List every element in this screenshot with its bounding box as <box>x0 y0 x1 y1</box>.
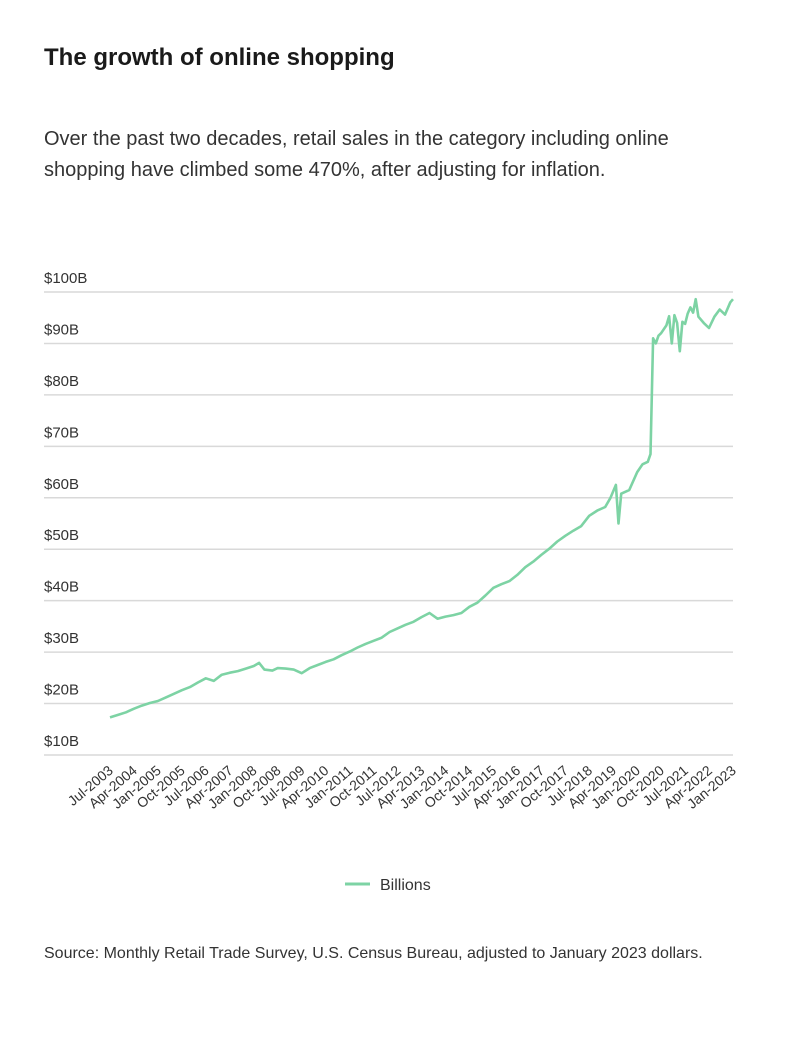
chart-subtitle: Over the past two decades, retail sales … <box>44 128 669 181</box>
y-tick-label: $70B <box>44 424 79 441</box>
y-tick-label: $100B <box>44 270 87 287</box>
series-line-billions <box>109 297 734 719</box>
y-tick-label: $30B <box>44 630 79 647</box>
y-tick-label: $50B <box>44 527 79 544</box>
y-tick-label: $40B <box>44 579 79 596</box>
legend-label: Billions <box>380 877 431 894</box>
source-note: Source: Monthly Retail Trade Survey, U.S… <box>44 945 703 962</box>
chart-title: The growth of online shopping <box>44 44 395 71</box>
y-tick-label: $20B <box>44 682 79 699</box>
legend: Billions <box>345 877 431 894</box>
y-tick-label: $10B <box>44 733 79 750</box>
y-tick-label: $90B <box>44 321 79 338</box>
y-tick-label: $60B <box>44 476 79 493</box>
y-tick-label: $80B <box>44 373 79 390</box>
